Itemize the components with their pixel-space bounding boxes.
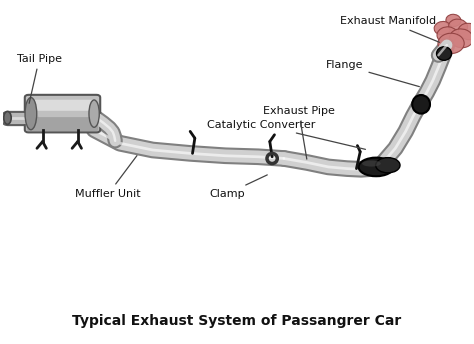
Text: Muffler Unit: Muffler Unit — [75, 155, 141, 199]
Text: Clamp: Clamp — [209, 175, 267, 199]
FancyBboxPatch shape — [27, 117, 98, 131]
Text: Exhaust Pipe: Exhaust Pipe — [263, 106, 335, 159]
Ellipse shape — [458, 23, 474, 40]
Ellipse shape — [412, 95, 430, 114]
Ellipse shape — [446, 14, 461, 26]
Text: Typical Exhaust System of Passangrer Car: Typical Exhaust System of Passangrer Car — [73, 314, 401, 328]
Ellipse shape — [438, 33, 464, 54]
Ellipse shape — [437, 27, 458, 43]
FancyBboxPatch shape — [25, 95, 100, 132]
Text: Exhaust Manifold: Exhaust Manifold — [340, 17, 439, 42]
Ellipse shape — [434, 21, 451, 35]
Ellipse shape — [89, 100, 99, 127]
Ellipse shape — [358, 158, 394, 176]
FancyBboxPatch shape — [31, 100, 94, 111]
Ellipse shape — [376, 158, 400, 173]
Text: Tail Pipe: Tail Pipe — [17, 54, 62, 103]
Ellipse shape — [4, 111, 11, 124]
Text: Catalytic Converter: Catalytic Converter — [207, 120, 365, 149]
Text: Flange: Flange — [326, 61, 419, 87]
Ellipse shape — [437, 47, 452, 60]
Ellipse shape — [448, 19, 467, 34]
Ellipse shape — [449, 29, 473, 48]
Ellipse shape — [25, 98, 37, 130]
Ellipse shape — [362, 161, 381, 166]
